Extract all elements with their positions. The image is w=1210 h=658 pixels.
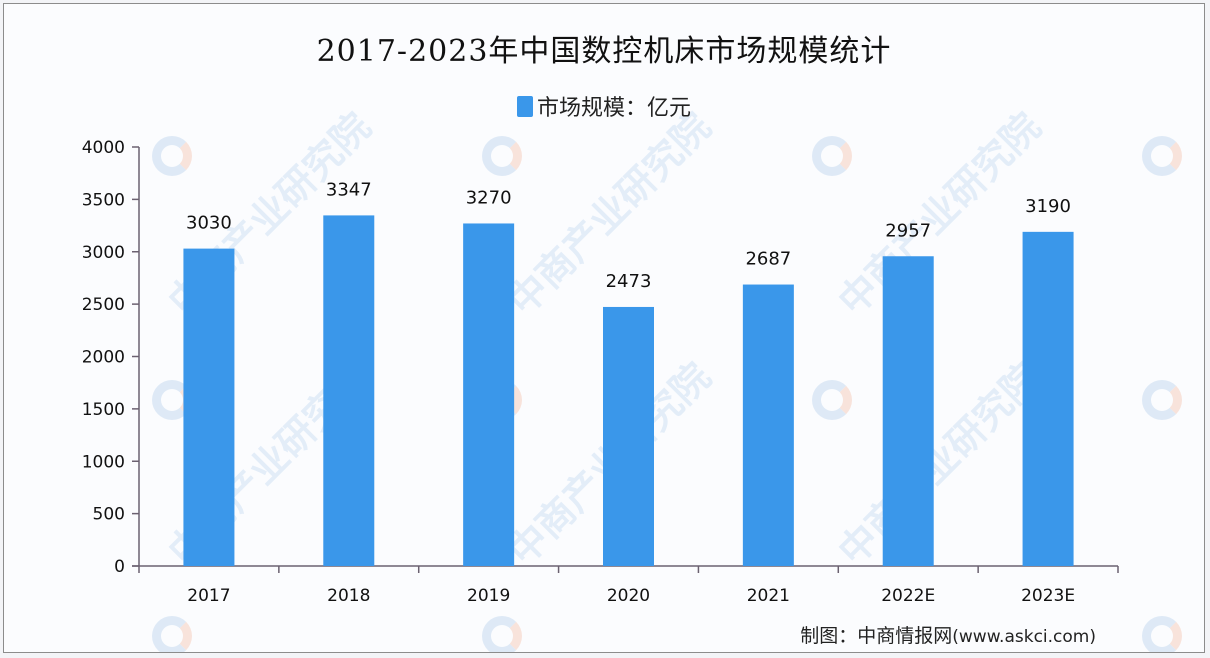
- chart-frame: 中商产业研究院 中商产业研究院 中商产业研究院 中商产业研究院 中商产业研究院 …: [3, 3, 1205, 653]
- bar-chart: 0 500 1000 1500 2000 2500 3000 3500 4000 3030 2017…: [82, 138, 1119, 606]
- y-tick-label: 2500: [82, 295, 125, 315]
- legend: 市场规模：亿元: [4, 90, 1204, 122]
- chart-title: 2017-2023年中国数控机床市场规模统计: [316, 34, 892, 69]
- data-label: 3347: [326, 179, 372, 200]
- data-label: 2473: [606, 271, 652, 292]
- y-tick-label: 500: [93, 505, 125, 525]
- bar-2019: [463, 223, 515, 566]
- legend-swatch: [516, 95, 533, 117]
- bar-2018: [323, 215, 375, 567]
- x-tick-label: 2019: [467, 586, 510, 606]
- data-label: 3190: [1025, 196, 1071, 217]
- source-prefix: 制图：中商情报网: [800, 625, 953, 647]
- x-tick-label: 2023E: [1021, 586, 1075, 606]
- data-label: 2957: [885, 220, 931, 241]
- legend-label: 市场规模：亿元: [536, 96, 691, 121]
- bar-2023E: [1022, 231, 1074, 566]
- x-tick-label: 2018: [327, 586, 370, 606]
- x-tick-label: 2020: [607, 586, 650, 606]
- data-label: 3270: [466, 187, 512, 208]
- y-tick-label: 2000: [82, 348, 125, 368]
- source-url: (www.askci.com): [952, 627, 1096, 647]
- bar-2021: [742, 284, 794, 566]
- bar-2022E: [882, 256, 934, 566]
- y-tick-label: 4000: [82, 138, 125, 158]
- x-tick-label: 2021: [747, 586, 790, 606]
- source-credit: 制图：中商情报网(www.askci.com): [800, 621, 1096, 648]
- data-label: 3030: [186, 213, 232, 234]
- data-label: 2687: [745, 249, 791, 270]
- y-tick-label: 1000: [82, 452, 125, 472]
- y-tick-label: 3500: [82, 190, 125, 210]
- bar-2017: [183, 248, 235, 567]
- y-tick-label: 3000: [82, 243, 125, 263]
- x-tick-label: 2022E: [881, 586, 935, 606]
- x-tick-label: 2017: [187, 586, 230, 606]
- bar-2020: [603, 306, 654, 566]
- y-tick-label: 0: [114, 557, 125, 577]
- y-tick-label: 1500: [82, 400, 125, 420]
